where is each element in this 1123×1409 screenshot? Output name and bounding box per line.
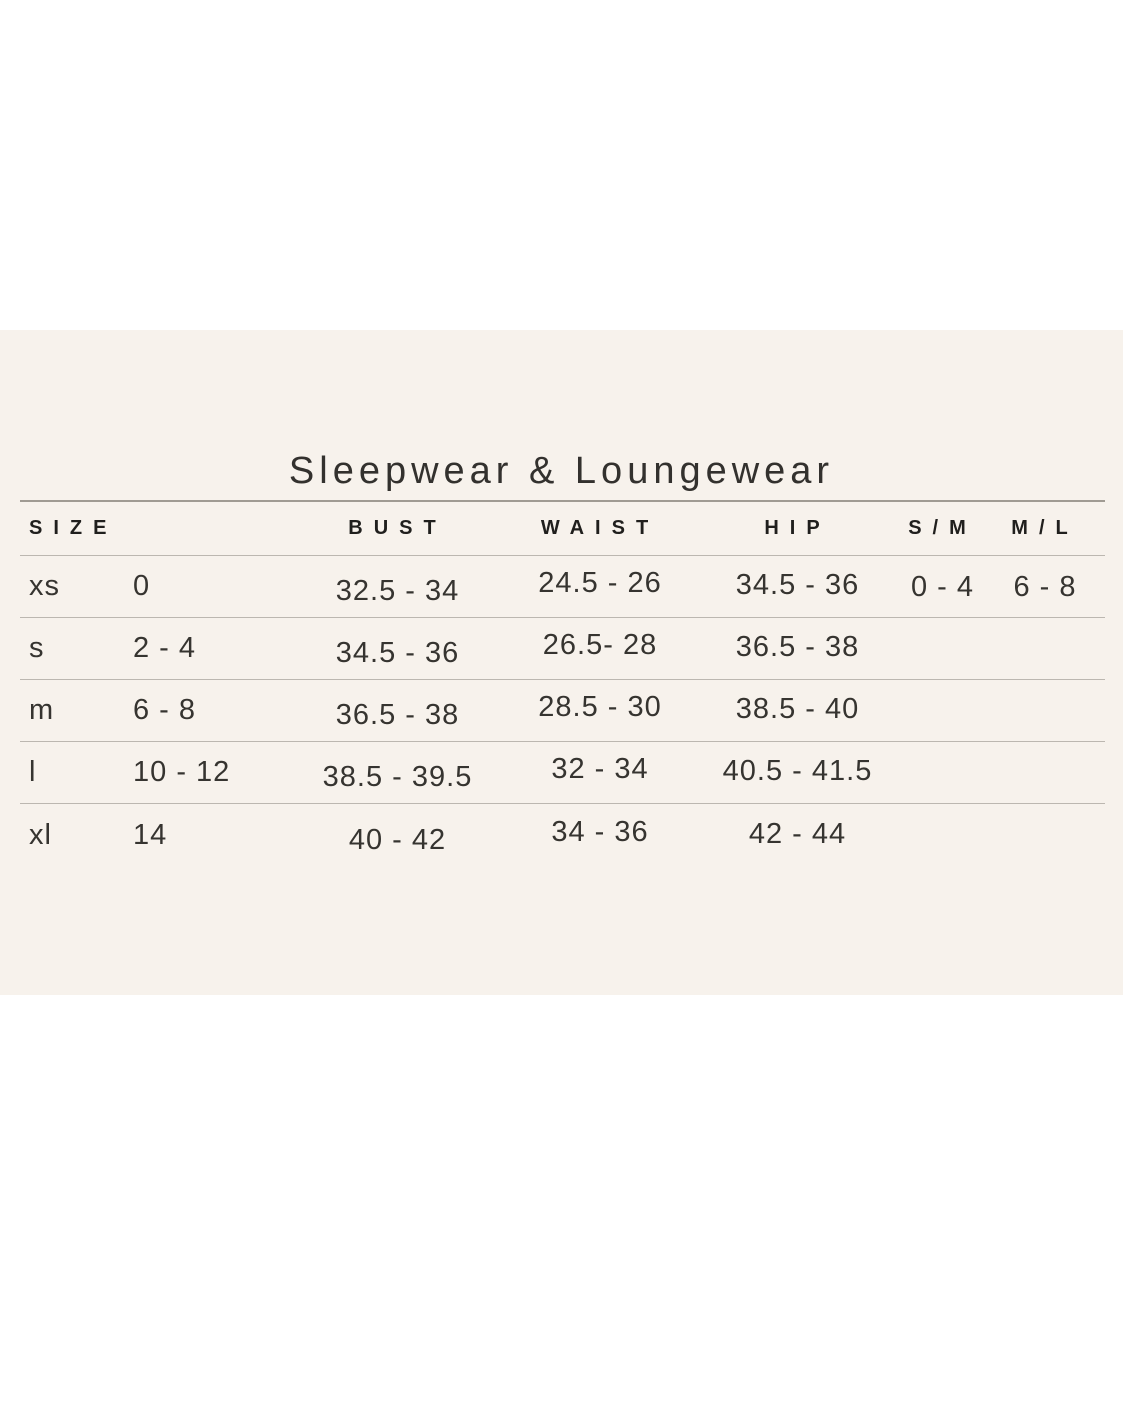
table-row-l: l 10 - 12 38.5 - 39.5 32 - 34 40.5 - 41.…: [20, 742, 1105, 804]
col-header-ml: M/L: [1011, 517, 1079, 539]
bottom-whitespace: [0, 995, 1123, 1409]
sm-cell: 0 - 4: [910, 571, 975, 603]
numeric-size-cell: 10 - 12: [133, 756, 231, 788]
size-table: SIZE BUST WAIST HIP S/M M/L xs 0 32.5 - …: [20, 500, 1105, 866]
hip-cell: 42 - 44: [748, 817, 847, 850]
waist-cell: 28.5 - 30: [538, 691, 662, 723]
col-header-sm: S/M: [908, 517, 977, 539]
numeric-size-cell: 14: [133, 818, 168, 851]
col-header-bust: BUST: [348, 517, 447, 539]
col-header-size: SIZE: [29, 517, 118, 539]
hip-cell: 36.5 - 38: [735, 631, 860, 663]
col-header-waist: WAIST: [540, 517, 660, 539]
numeric-size-cell: 6 - 8: [133, 694, 197, 726]
numeric-size-cell: 0: [133, 570, 151, 602]
numeric-size-cell: 2 - 4: [133, 632, 197, 664]
waist-cell: 32 - 34: [551, 753, 649, 785]
size-label-cell: m: [29, 694, 55, 726]
size-label-cell: xl: [29, 818, 52, 851]
table-row-s: s 2 - 4 34.5 - 36 26.5- 28 36.5 - 38: [20, 618, 1105, 680]
waist-cell: 34 - 36: [551, 815, 649, 848]
size-label-cell: s: [29, 632, 45, 664]
bust-cell: 38.5 - 39.5: [322, 761, 473, 793]
hip-cell: 34.5 - 36: [735, 569, 860, 601]
size-label-cell: xs: [29, 570, 60, 602]
top-whitespace: [0, 0, 1123, 330]
col-header-hip: HIP: [764, 517, 831, 539]
table-row-xl: xl 14 40 - 42 34 - 36 42 - 44: [20, 804, 1105, 866]
chart-title: Sleepwear & Loungewear: [288, 450, 835, 492]
table-row-xs: xs 0 32.5 - 34 24.5 - 26 34.5 - 36 0 - 4…: [20, 556, 1105, 618]
ml-cell: 6 - 8: [1013, 571, 1077, 603]
waist-cell: 26.5- 28: [542, 629, 658, 661]
bust-cell: 40 - 42: [348, 823, 447, 856]
bust-cell: 34.5 - 36: [335, 637, 460, 669]
bust-cell: 32.5 - 34: [335, 575, 460, 607]
size-label-cell: l: [29, 756, 37, 788]
hip-cell: 40.5 - 41.5: [722, 755, 873, 787]
waist-cell: 24.5 - 26: [538, 567, 662, 599]
bust-cell: 36.5 - 38: [335, 699, 460, 731]
table-row-m: m 6 - 8 36.5 - 38 28.5 - 30 38.5 - 40: [20, 680, 1105, 742]
hip-cell: 38.5 - 40: [735, 693, 860, 725]
table-header-row: SIZE BUST WAIST HIP S/M M/L: [20, 500, 1105, 556]
size-chart-panel: Sleepwear & Loungewear SIZE BUST WAIST H…: [0, 330, 1123, 995]
